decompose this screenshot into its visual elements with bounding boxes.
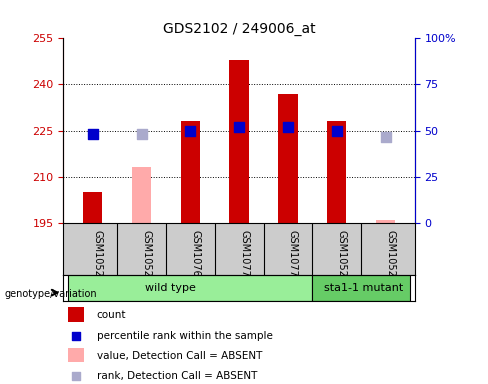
Text: GSM105206: GSM105206 [386,230,395,290]
Text: GSM107670: GSM107670 [190,230,200,290]
Text: wild type: wild type [145,283,196,293]
Point [284,124,292,131]
Text: sta1-1 mutant: sta1-1 mutant [324,283,403,293]
Title: GDS2102 / 249006_at: GDS2102 / 249006_at [163,22,315,36]
Text: GSM105204: GSM105204 [142,230,151,290]
Text: GSM105205: GSM105205 [337,230,346,290]
Text: value, Detection Call = ABSENT: value, Detection Call = ABSENT [97,351,262,361]
Bar [376,220,395,223]
Text: count: count [97,310,126,321]
Text: GSM105203: GSM105203 [93,230,102,290]
Bar [67,307,84,322]
Point [138,131,145,137]
Bar [312,275,410,301]
Text: rank, Detection Call = ABSENT: rank, Detection Call = ABSENT [97,371,257,381]
Point [89,131,97,137]
Text: genotype/variation: genotype/variation [5,289,98,299]
Bar [132,167,151,223]
Point [186,127,194,134]
Text: GSM107711: GSM107711 [239,230,249,290]
Point [333,127,341,134]
Point [235,124,243,131]
Bar [327,121,346,223]
Bar [229,60,249,223]
Bar [181,121,200,223]
Bar [278,94,298,223]
Point [382,134,389,140]
Bar [68,275,312,301]
Text: percentile rank within the sample: percentile rank within the sample [97,331,272,341]
Bar [67,348,84,362]
Bar [83,192,102,223]
Text: GSM107712: GSM107712 [288,230,298,290]
Point [380,267,388,273]
